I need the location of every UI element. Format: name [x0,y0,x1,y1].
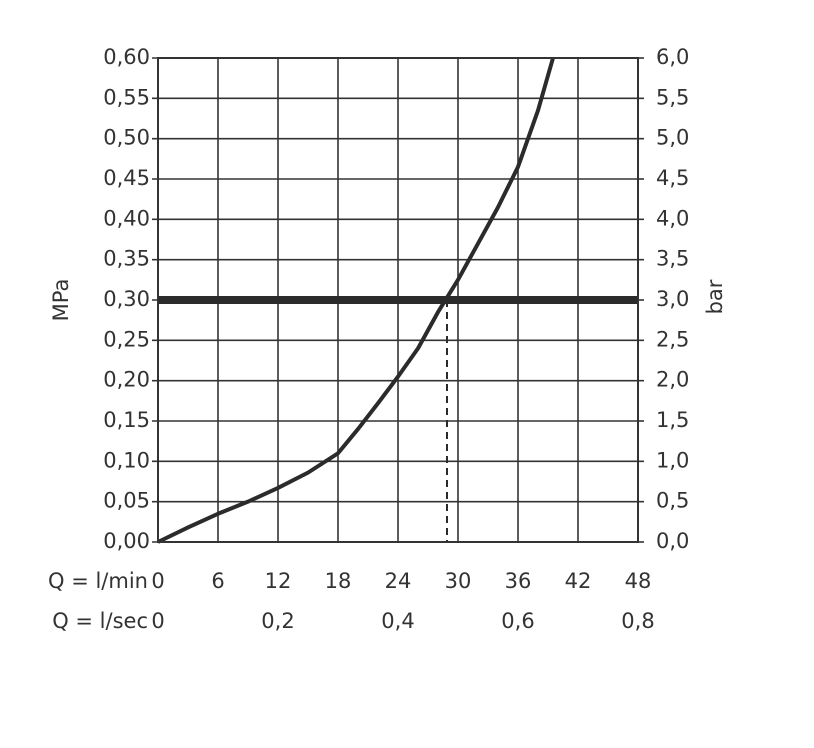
x-tick-label: 12 [265,569,292,593]
y-tick-label: 0,30 [103,287,150,311]
y-tick-label: 0,60 [103,45,150,69]
y2-tick-label: 1,5 [656,408,689,432]
y-tick-label: 0,45 [103,166,150,190]
x-tick-label: 30 [445,569,472,593]
y2-tick-label: 2,5 [656,327,689,351]
x-tick-label: 18 [325,569,352,593]
y-tick-label: 0,00 [103,529,150,553]
y2-tick-label: 1,0 [656,448,689,472]
y-axis-label: MPa [49,279,73,322]
y2-axis-label: bar [703,279,727,314]
x-tick-label: 6 [211,569,224,593]
y-tick-label: 0,15 [103,408,150,432]
x2-tick-label: 0,6 [501,609,534,633]
y2-tick-label: 4,0 [656,206,689,230]
y2-tick-label: 5,0 [656,126,689,150]
plot-frame [157,57,639,543]
x2-tick-label: 0,2 [261,609,294,633]
x-tick-label: 0 [151,569,164,593]
y-tick-label: 0,55 [103,85,150,109]
x-tick-label: 42 [565,569,592,593]
y2-tick-label: 0,0 [656,529,689,553]
y-tick-label: 0,25 [103,327,150,351]
y2-tick-label: 3,0 [656,287,689,311]
y2-tick-label: 0,5 [656,489,689,513]
x2-tick-label: 0 [151,609,164,633]
curve [157,57,555,544]
x2-tick-label: 0,4 [381,609,414,633]
x-tick-label: 48 [625,569,652,593]
y2-tick-label: 2,0 [656,368,689,392]
y2-tick-label: 3,5 [656,247,689,271]
x-tick-label: 36 [505,569,532,593]
x2-tick-label: 0,8 [621,609,654,633]
y2-tick-label: 4,5 [656,166,689,190]
x-axis-label: Q = l/min [48,569,148,593]
y-tick-label: 0,40 [103,206,150,230]
x-tick-label: 24 [385,569,412,593]
y2-tick-label: 5,5 [656,85,689,109]
y2-tick-label: 6,0 [656,45,689,69]
y-tick-label: 0,50 [103,126,150,150]
x2-axis-label: Q = l/sec [52,609,148,633]
y-tick-label: 0,10 [103,448,150,472]
y-tick-label: 0,20 [103,368,150,392]
y-tick-label: 0,35 [103,247,150,271]
y-tick-label: 0,05 [103,489,150,513]
